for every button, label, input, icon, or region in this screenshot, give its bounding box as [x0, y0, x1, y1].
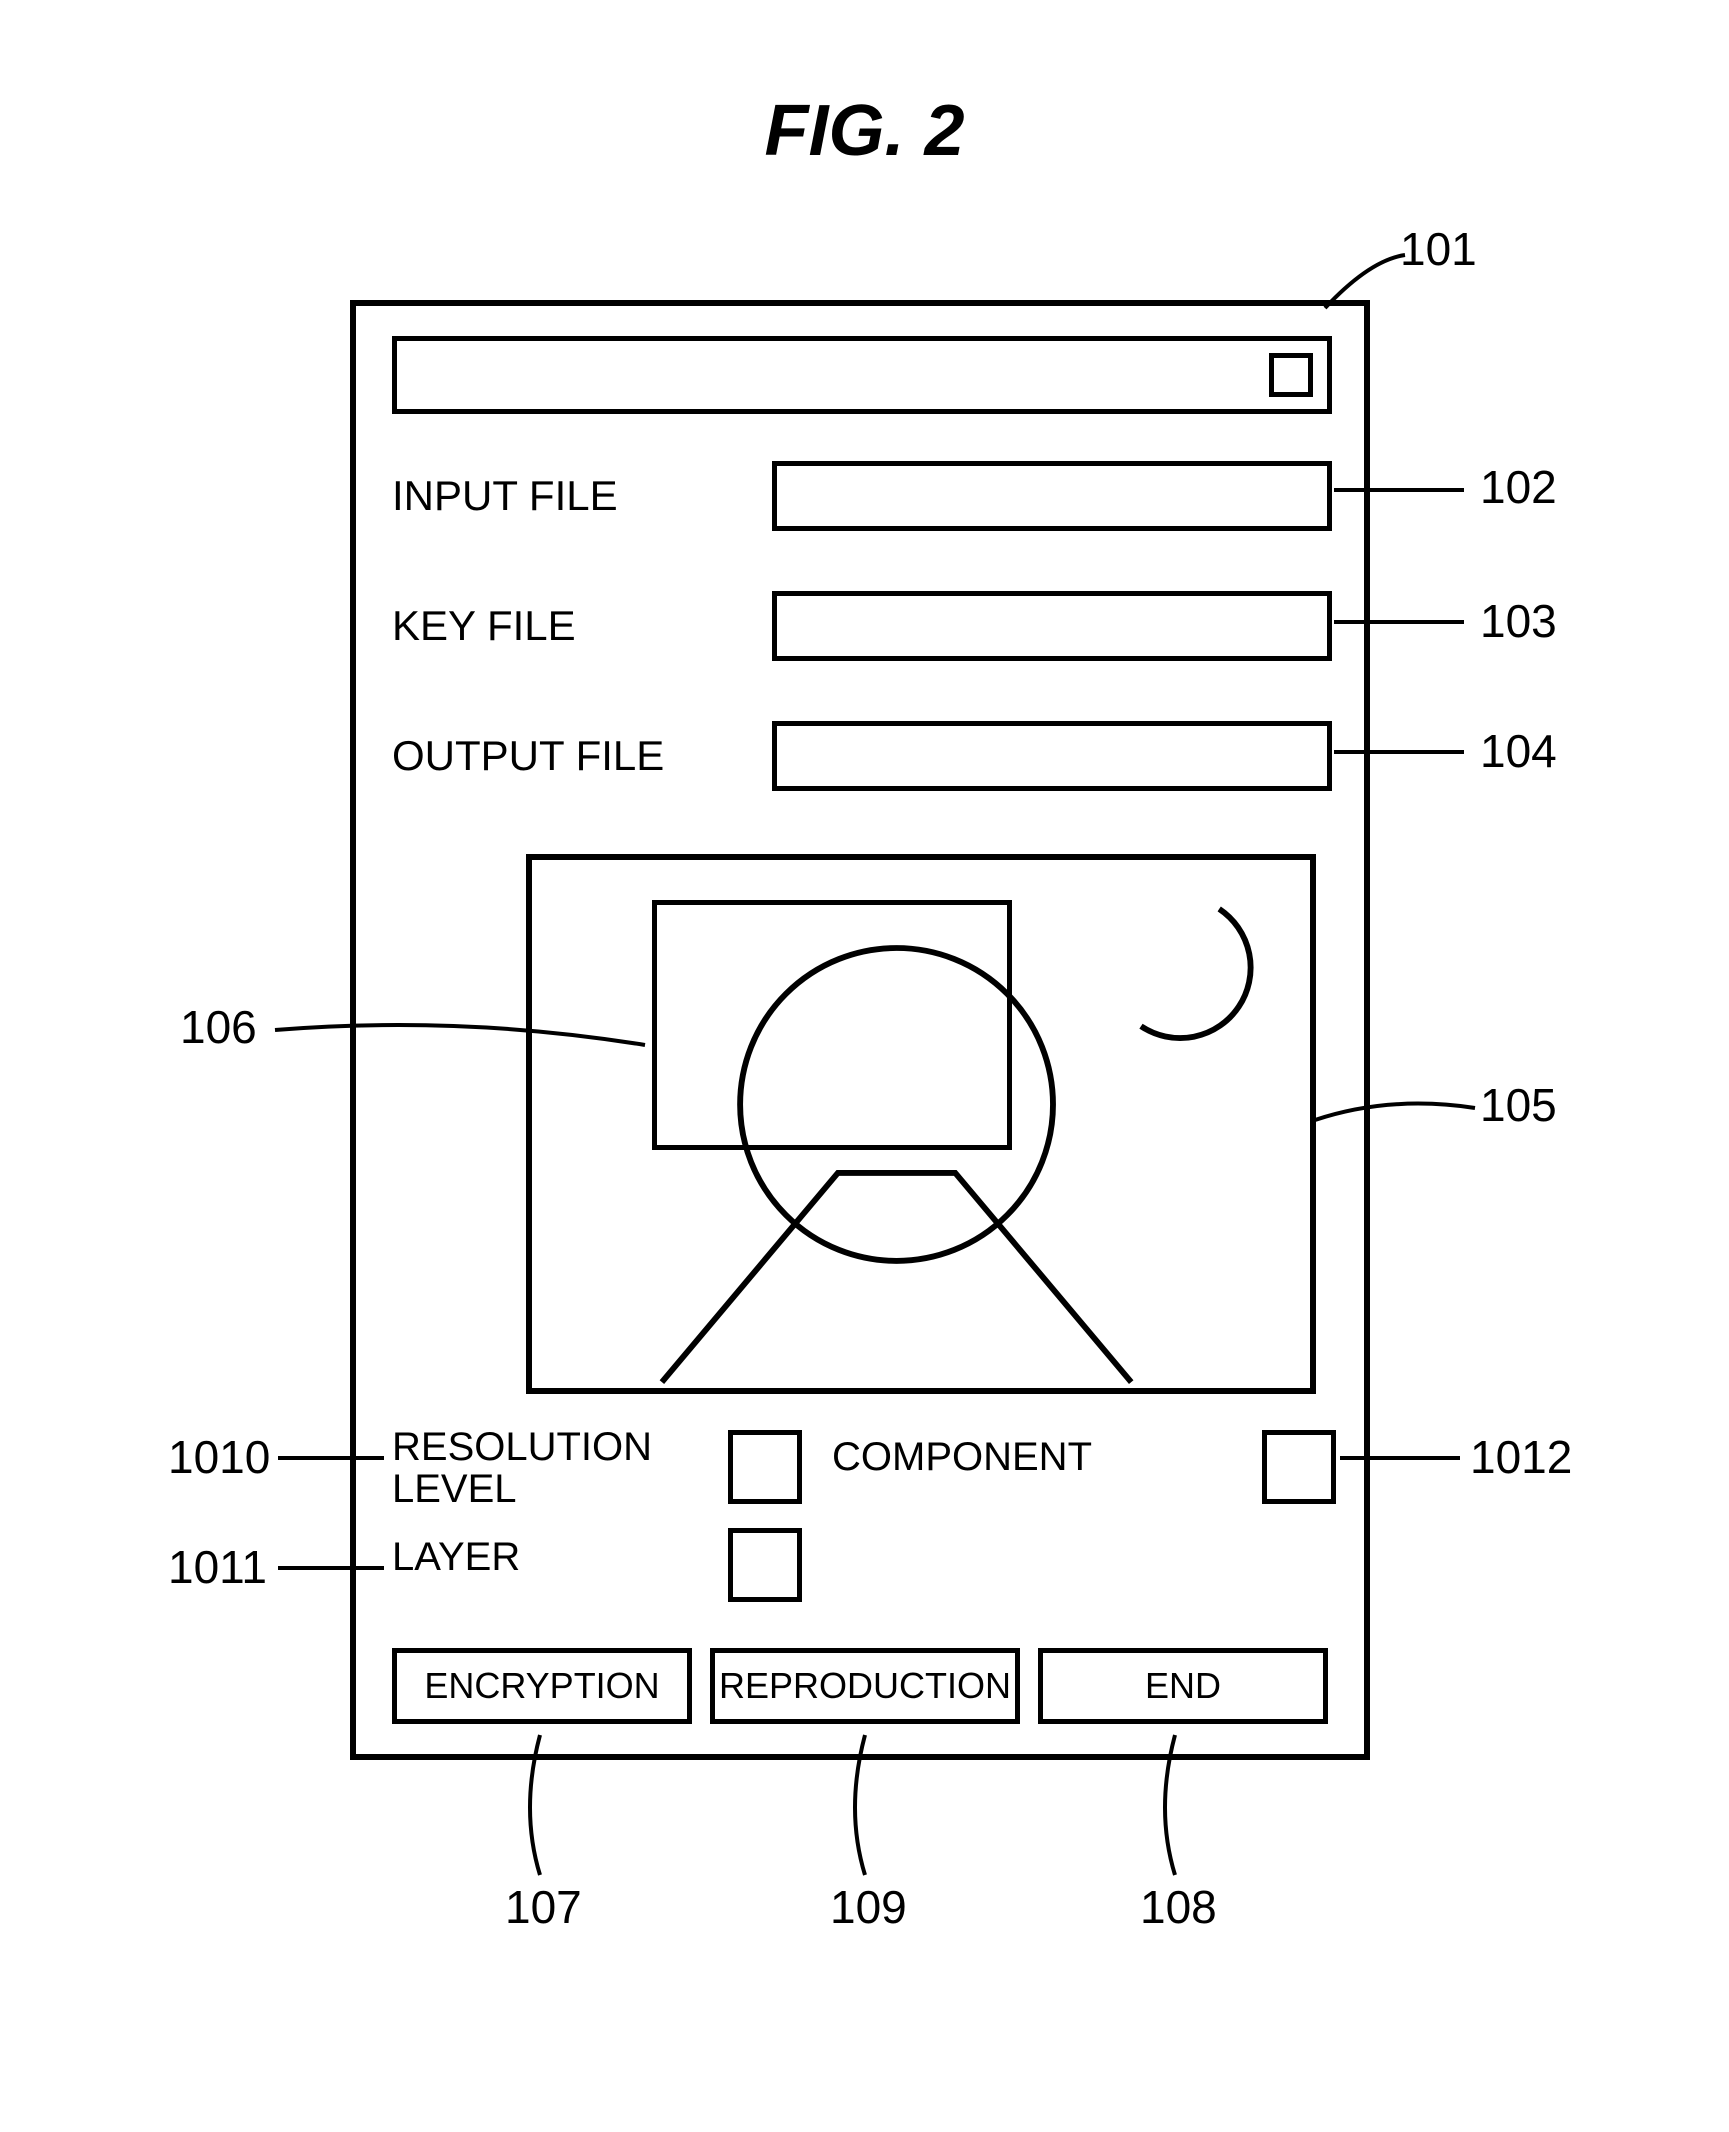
lead-101: [1320, 250, 1410, 320]
lead-1012: [1340, 1456, 1460, 1460]
component-label: COMPONENT: [832, 1436, 1092, 1478]
layer-field[interactable]: [728, 1528, 802, 1602]
button-row: ENCRYPTION REPRODUCTION END: [392, 1648, 1332, 1724]
input-file-field[interactable]: [772, 461, 1332, 531]
titlebar: [392, 336, 1332, 414]
lead-106: [270, 1010, 650, 1070]
resolution-level-label: RESOLUTION LEVEL: [392, 1426, 692, 1510]
callout-1010: 1010: [168, 1430, 270, 1484]
param-row-2: LAYER: [392, 1536, 1352, 1626]
input-file-row: INPUT FILE: [392, 456, 1332, 536]
callout-105: 105: [1480, 1078, 1557, 1132]
callout-106: 106: [180, 1000, 257, 1054]
selection-rectangle[interactable]: [652, 900, 1012, 1150]
lead-109: [835, 1730, 895, 1880]
input-file-label: INPUT FILE: [392, 472, 772, 520]
output-file-label: OUTPUT FILE: [392, 732, 772, 780]
titlebar-button[interactable]: [1269, 353, 1313, 397]
output-file-row: OUTPUT FILE: [392, 716, 1332, 796]
key-file-field[interactable]: [772, 591, 1332, 661]
callout-101: 101: [1400, 222, 1477, 276]
output-file-field[interactable]: [772, 721, 1332, 791]
callout-104: 104: [1480, 724, 1557, 778]
preview-area: [526, 854, 1316, 1394]
lead-105: [1310, 1090, 1480, 1130]
figure-title: FIG. 2: [764, 90, 964, 172]
callout-109: 109: [830, 1880, 907, 1934]
callout-108: 108: [1140, 1880, 1217, 1934]
key-file-label: KEY FILE: [392, 602, 772, 650]
lead-1011: [278, 1566, 384, 1570]
lead-1010: [278, 1456, 384, 1460]
lead-107: [510, 1730, 570, 1880]
resolution-level-field[interactable]: [728, 1430, 802, 1504]
end-button[interactable]: END: [1038, 1648, 1328, 1724]
component-field[interactable]: [1262, 1430, 1336, 1504]
layer-label: LAYER: [392, 1536, 520, 1578]
callout-1011: 1011: [168, 1540, 267, 1594]
encryption-button[interactable]: ENCRYPTION: [392, 1648, 692, 1724]
lead-102: [1334, 488, 1464, 492]
callout-103: 103: [1480, 594, 1557, 648]
param-row-1: RESOLUTION LEVEL COMPONENT: [392, 1426, 1352, 1516]
callout-107: 107: [505, 1880, 582, 1934]
lead-103: [1334, 620, 1464, 624]
lead-104: [1334, 750, 1464, 754]
reproduction-button[interactable]: REPRODUCTION: [710, 1648, 1020, 1724]
key-file-row: KEY FILE: [392, 586, 1332, 666]
lead-108: [1145, 1730, 1205, 1880]
callout-1012: 1012: [1470, 1430, 1572, 1484]
callout-102: 102: [1480, 460, 1557, 514]
